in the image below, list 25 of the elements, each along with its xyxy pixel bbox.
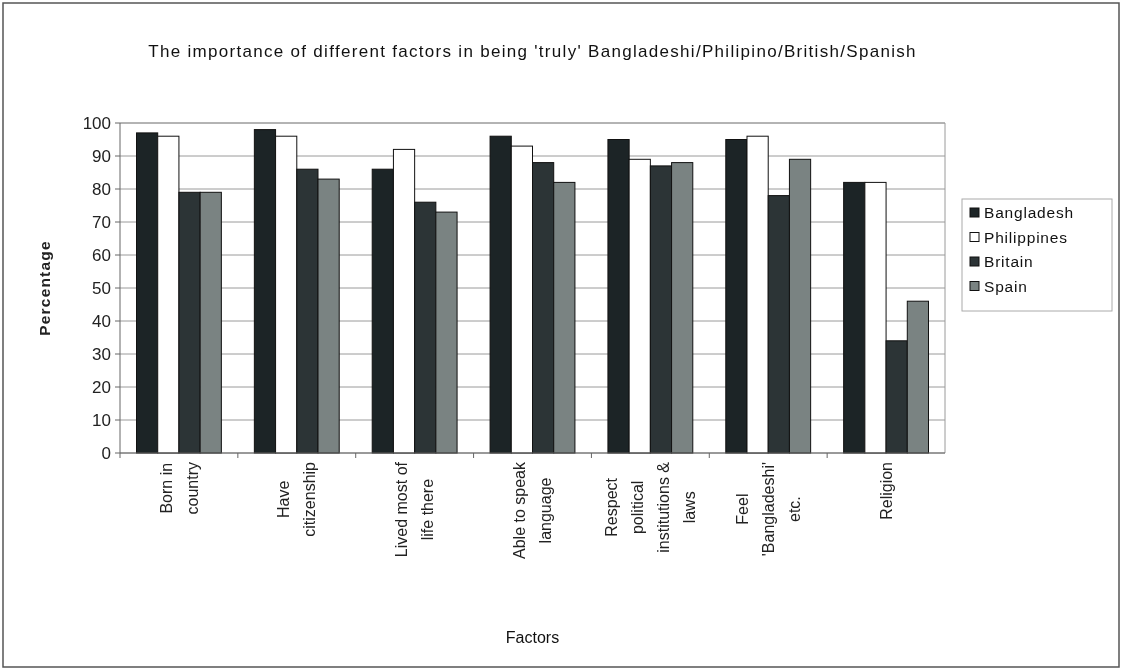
legend-label: Britain — [984, 253, 1034, 271]
y-tick-label: 90 — [92, 146, 111, 166]
y-tick-label: 50 — [92, 278, 111, 298]
legend-label: Philippines — [984, 228, 1068, 246]
x-tick-label: Have citizenship — [275, 461, 319, 537]
x-tick-label: Respect political institutions & laws — [602, 461, 698, 553]
x-axis-title: Factors — [505, 629, 560, 646]
y-tick-label: 100 — [82, 113, 111, 133]
y-tick-label: 60 — [92, 245, 111, 265]
y-tick-label: 70 — [92, 212, 111, 232]
y-tick-label: 20 — [92, 377, 111, 397]
y-tick-label: 30 — [92, 344, 111, 364]
y-tick-label: 10 — [92, 410, 111, 430]
chart-title: The importance of different factors in being 'truly' Bangladeshi/Philipino/British/Spanish — [148, 42, 917, 61]
legend-label: Spain — [984, 277, 1028, 295]
x-tick-label: Religion — [877, 462, 895, 520]
x-tick-label: Born in country — [157, 462, 201, 515]
y-axis-title: Percentage — [36, 240, 53, 336]
y-tick-label: 0 — [101, 443, 111, 463]
y-tick-label: 80 — [92, 179, 111, 199]
legend-label: Bangladesh — [984, 204, 1074, 222]
x-tick-label: Feel 'Bangladeshi' etc. — [733, 462, 803, 557]
x-tick-label: Lived most of life there — [393, 461, 437, 558]
y-tick-label: 40 — [92, 311, 111, 331]
x-tick-label: Able to speak language — [511, 461, 555, 559]
